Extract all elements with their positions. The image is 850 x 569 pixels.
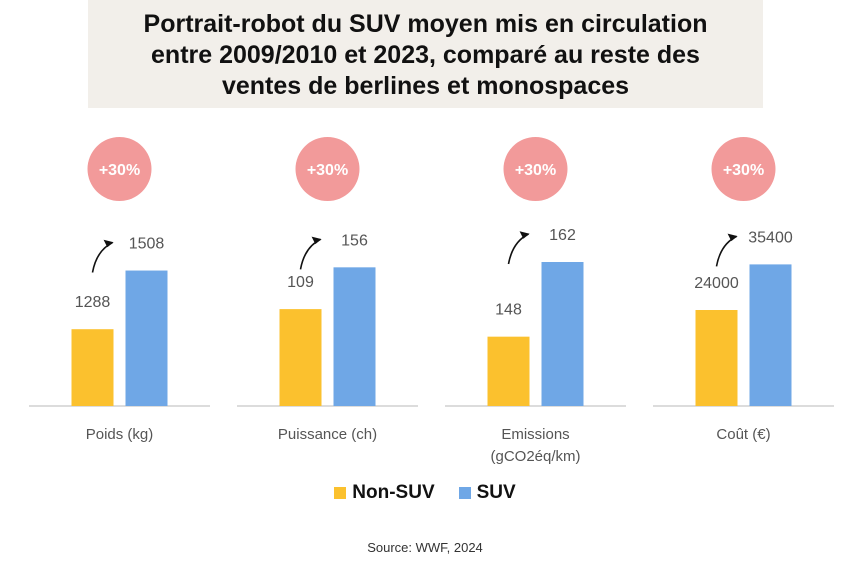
panel-3-badge-circle [711, 137, 776, 201]
panel-3-bar-suv [749, 264, 792, 406]
panel-3-value-suv: 35400 [748, 229, 793, 246]
panel-1-bar-suv [333, 267, 376, 406]
panel-0-value-suv: 1508 [129, 236, 165, 253]
panel-1-badge-label: +30% [307, 162, 348, 179]
chart-area: 1288 1508 +30% Poids (kg) 109 156 +30% Puissanc… [29, 137, 834, 465]
panel-1-value-non-suv: 109 [287, 274, 314, 291]
panel-0-value-non-suv: 1288 [75, 294, 111, 311]
panel-3-arrow-head-icon [727, 233, 738, 242]
panel-2-arrow-icon [507, 233, 529, 265]
panel-2-arrow-head-icon [519, 231, 530, 239]
chart-title-line-2: entre 2009/2010 et 2023, comparé au rest… [151, 41, 700, 69]
legend-label-non-suv: Non-SUV [352, 482, 435, 503]
panel-2-category-label: Emissions [501, 426, 569, 443]
panel-2-badge-label: +30% [515, 162, 556, 179]
panel-0-bar-non-suv [71, 329, 114, 406]
panel-1-arrow-head-icon [311, 236, 322, 245]
chart-title-line-3: ventes de berlines et monospaces [221, 72, 630, 100]
panel-1-arrow-icon [299, 238, 321, 270]
panel-3-bar-non-suv [695, 310, 738, 406]
panel-0-bar-suv [125, 270, 168, 406]
panel-0-arrow-head-icon [103, 239, 114, 248]
panel-0-badge-circle [87, 137, 152, 201]
legend-swatch-non-suv [334, 487, 347, 499]
panel-2-value-non-suv: 148 [495, 302, 522, 319]
source-note: Source: WWF, 2024 [367, 540, 483, 555]
legend-item-suv: SUV [458, 482, 516, 504]
panel-2-badge-circle [503, 137, 568, 201]
panel-1-value-suv: 156 [341, 232, 368, 249]
legend-swatch-suv [458, 487, 471, 499]
panel-2-bar-suv [541, 262, 584, 406]
panel-1-category-label: Puissance (ch) [278, 426, 377, 443]
panel-3-value-non-suv: 24000 [694, 275, 739, 292]
panel-3-arrow-icon [715, 235, 737, 267]
panel-2-category-label-line2: (gCO2éq/km) [490, 448, 580, 465]
legend: Non-SUV SUV [0, 482, 850, 504]
panel-3-category-label: Coût (€) [716, 426, 770, 443]
panel-3-badge-label: +30% [723, 162, 764, 179]
chart-title-line-1: Portrait-robot du SUV moyen mis en circu… [143, 10, 708, 38]
panel-0-category-label: Poids (kg) [86, 426, 154, 443]
legend-item-non-suv: Non-SUV [334, 482, 435, 504]
title-box: Portrait-robot du SUV moyen mis en circu… [88, 0, 763, 108]
panel-0-arrow-icon [91, 241, 113, 273]
legend-label-suv: SUV [476, 482, 516, 503]
panel-2-value-suv: 162 [549, 227, 576, 244]
panel-1-bar-non-suv [279, 309, 322, 406]
panel-0-badge-label: +30% [99, 162, 140, 179]
panel-2-bar-non-suv [487, 336, 530, 406]
panel-1-badge-circle [295, 137, 360, 201]
